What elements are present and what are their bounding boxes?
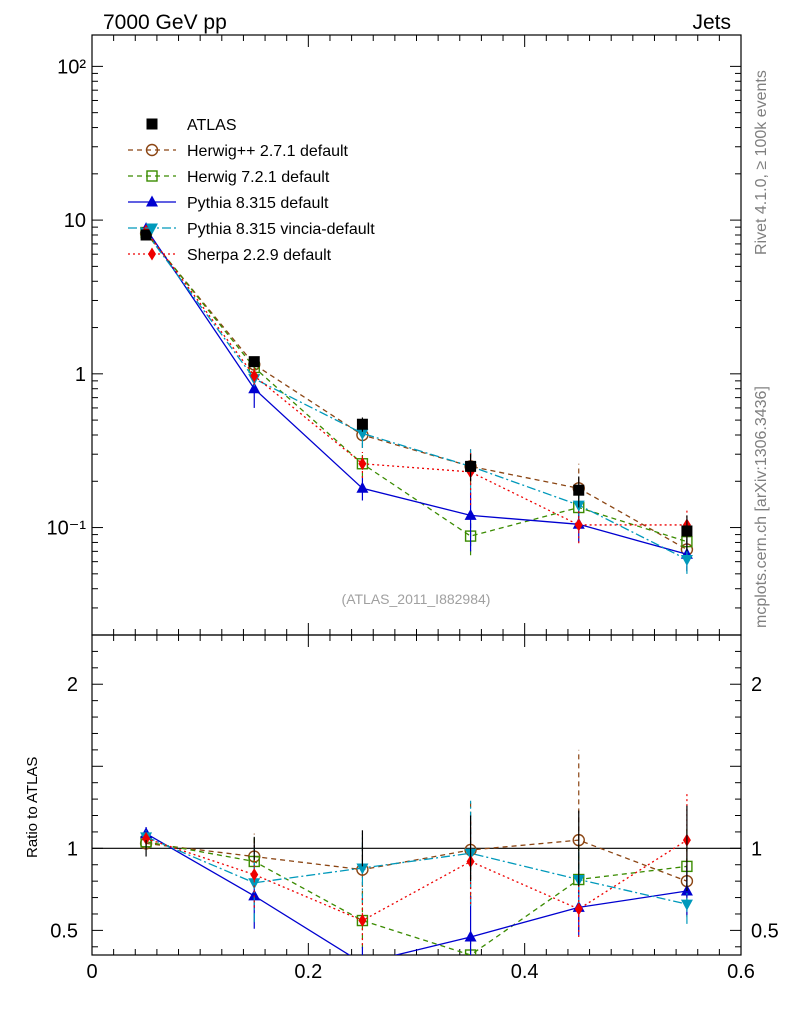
upper-y-tick-label: 1 <box>75 364 86 386</box>
upper-y-tick-label: 10² <box>57 56 86 78</box>
ratio-point <box>250 868 259 882</box>
x-tick-label: 0.6 <box>727 961 755 983</box>
legend-label: Pythia 8.315 default <box>187 195 329 212</box>
ratio-line <box>146 839 688 882</box>
x-tick-label: 0.4 <box>511 961 539 983</box>
series-line <box>145 228 688 555</box>
ratio-point <box>356 863 369 875</box>
data-point <box>464 508 477 520</box>
ratio-point <box>680 899 693 911</box>
data-point <box>573 484 585 496</box>
legend: ATLAS Herwig++ 2.7.1 default Herwig 7.2.1 … <box>128 117 375 264</box>
ratio-line <box>145 837 688 922</box>
data-point <box>140 229 152 241</box>
ratio-y-tick-label-right: 1 <box>751 838 762 860</box>
data-point <box>356 428 369 440</box>
ratio-line <box>145 841 687 955</box>
data-point <box>574 518 583 532</box>
ratio-y-tick-label-left: 1 <box>67 838 78 860</box>
data-point <box>250 369 259 383</box>
data-point <box>465 460 477 472</box>
series-line <box>145 232 688 561</box>
data-point <box>356 481 369 493</box>
legend-marker <box>146 170 158 182</box>
x-tick-label: 0.2 <box>294 961 322 983</box>
data-point <box>248 356 260 368</box>
header-right: Jets <box>692 11 731 34</box>
ratio-point <box>356 957 368 968</box>
legend-label: Herwig 7.2.1 default <box>187 169 330 186</box>
legend-marker <box>146 223 158 235</box>
data-point <box>680 554 693 566</box>
ratio-point <box>248 878 261 890</box>
ratio-y-tick-label-left: 2 <box>67 674 78 696</box>
ratio-point <box>248 889 261 901</box>
legend-marker <box>146 195 158 207</box>
series-line <box>145 232 688 551</box>
legend-marker <box>145 143 159 157</box>
data-point <box>358 457 367 471</box>
ratio-line <box>145 836 688 905</box>
header-left: 7000 GeV pp <box>103 11 227 34</box>
ratio-point <box>358 914 367 928</box>
axis-ticks: 10⁻¹ 1 10 10² 0.5 0.5 1 1 2 2 0 0.2 0.4 0.6 <box>47 35 779 983</box>
rivet-version-label: Rivet 4.1.0, ≥ 100k events <box>753 70 770 255</box>
ratio-point <box>574 902 583 916</box>
ratio-point <box>464 930 477 942</box>
ratio-line <box>145 833 688 955</box>
lower-plot-frame <box>91 634 742 956</box>
series-line <box>145 230 687 526</box>
ratio-y-tick-label-right: 2 <box>751 674 762 696</box>
upper-y-tick-label: 10 <box>64 210 86 232</box>
data-point <box>681 525 693 537</box>
ratio-y-tick-label-right: 0.5 <box>751 920 779 942</box>
legend-marker <box>146 118 158 130</box>
legend-label: ATLAS <box>187 117 237 134</box>
legend-label: Herwig++ 2.7.1 default <box>187 143 349 160</box>
series-line <box>145 232 688 543</box>
upper-y-tick-label: 10⁻¹ <box>47 518 87 540</box>
x-tick-label: 0 <box>86 961 97 983</box>
lower-panel <box>91 634 742 956</box>
ratio-series <box>139 749 694 968</box>
legend-marker <box>148 247 156 261</box>
data-point <box>248 382 261 394</box>
ratio-point <box>142 831 151 845</box>
legend-label: Pythia 8.315 vincia-default <box>187 221 375 238</box>
upper-series <box>139 222 694 574</box>
legend-label: Sherpa 2.2.9 default <box>187 247 332 264</box>
analysis-tag: (ATLAS_2011_I882984) <box>342 591 491 607</box>
mcplots-label: mcplots.cern.ch [arXiv:1306.3436] <box>753 386 770 628</box>
ratio-y-tick-label-left: 0.5 <box>50 920 78 942</box>
ratio-axis-label: Ratio to ATLAS <box>24 757 41 858</box>
data-point <box>356 418 368 430</box>
